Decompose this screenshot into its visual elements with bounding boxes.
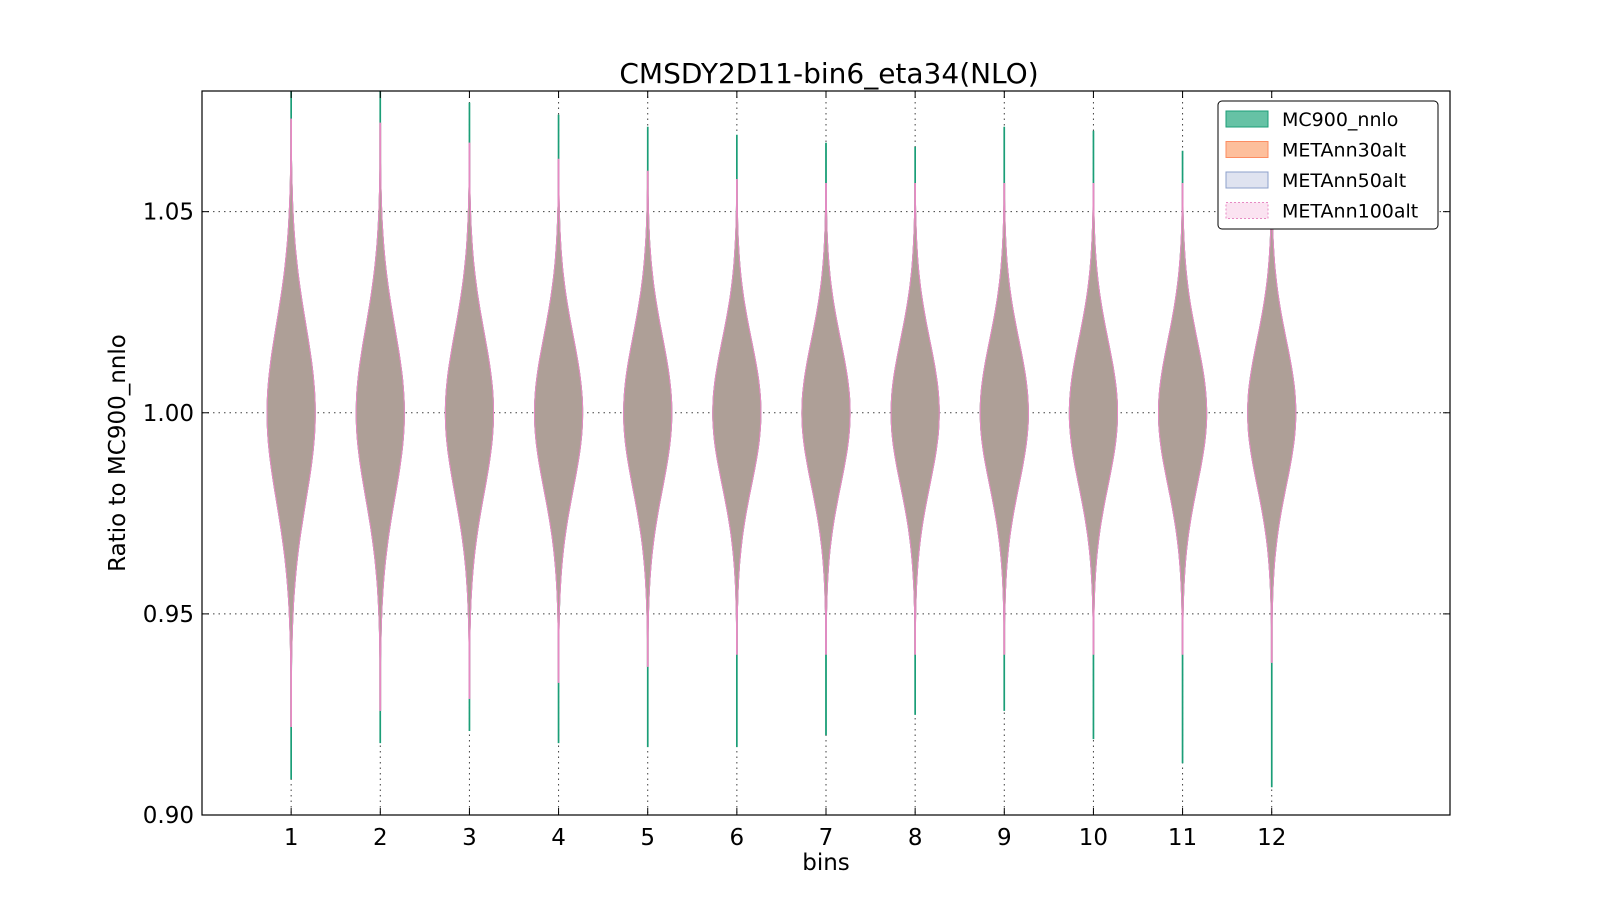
chart-title: CMSDY2D11-bin6_eta34(NLO) bbox=[619, 57, 1038, 90]
x-tick-label: 8 bbox=[908, 825, 923, 851]
violin-metann100alt-bin-8 bbox=[890, 183, 940, 655]
violin-metann100alt-bin-9 bbox=[979, 183, 1029, 655]
violin-metann100alt-bin-10 bbox=[1068, 183, 1118, 655]
violins bbox=[266, 90, 1297, 788]
y-tick-label: 1.05 bbox=[143, 200, 194, 226]
legend-label: MC900_nnlo bbox=[1282, 109, 1398, 131]
violin-metann100alt-bin-12 bbox=[1247, 179, 1297, 663]
x-tick-label: 6 bbox=[730, 825, 745, 851]
x-tick-label: 11 bbox=[1168, 825, 1197, 851]
legend-swatch bbox=[1225, 141, 1269, 158]
x-tick-label: 10 bbox=[1079, 825, 1108, 851]
violin-metann100alt-bin-5 bbox=[623, 170, 673, 667]
legend-label: METAnn50alt bbox=[1282, 170, 1406, 192]
legend-label: METAnn100alt bbox=[1282, 201, 1418, 223]
x-tick-label: 9 bbox=[997, 825, 1012, 851]
legend-swatch bbox=[1225, 110, 1269, 128]
x-tick-label: 4 bbox=[551, 825, 566, 851]
legend-box bbox=[1217, 100, 1439, 230]
x-tick-label: 12 bbox=[1257, 825, 1286, 851]
x-tick-label: 3 bbox=[462, 825, 477, 851]
y-tick-label: 0.95 bbox=[143, 602, 194, 628]
legend-swatch bbox=[1225, 171, 1269, 189]
legend-label: METAnn30alt bbox=[1282, 140, 1406, 162]
axis-ticks: 0.900.951.001.051 2 3 4 5 6 7 8 9 10 11 12 bbox=[143, 91, 1450, 851]
violin-metann100alt-bin-11 bbox=[1158, 183, 1208, 655]
violin-metann100alt-bin-3 bbox=[444, 142, 494, 699]
y-tick-label: 1.00 bbox=[143, 401, 194, 427]
violin-metann100alt-bin-1 bbox=[266, 118, 316, 727]
violin-metann100alt-bin-7 bbox=[801, 183, 851, 655]
x-tick-label: 7 bbox=[819, 825, 834, 851]
violin-metann100alt-bin-4 bbox=[534, 158, 584, 683]
x-tick-label: 2 bbox=[373, 825, 388, 851]
x-tick-label: 5 bbox=[640, 825, 655, 851]
legend: MC900_nnlo METAnn30alt METAnn50alt METAnn10… bbox=[1217, 100, 1439, 230]
y-axis-label: Ratio to MC900_nnlo bbox=[105, 334, 131, 572]
violin-metann100alt-bin-6 bbox=[712, 179, 762, 655]
x-axis-label: bins bbox=[802, 850, 850, 876]
violin-metann100alt-bin-2 bbox=[355, 122, 405, 711]
y-tick-label: 0.90 bbox=[143, 803, 194, 829]
legend-swatch bbox=[1225, 202, 1269, 219]
x-tick-label: 1 bbox=[284, 825, 299, 851]
